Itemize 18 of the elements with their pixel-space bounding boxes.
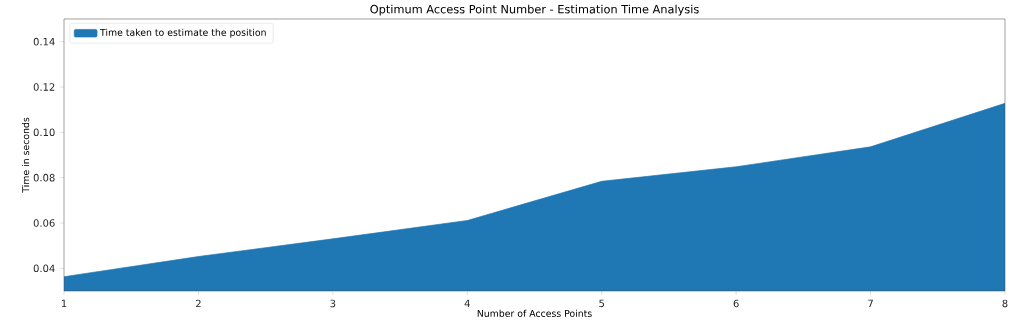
y-tick-label: 0.06 — [33, 219, 55, 227]
y-axis-title: Time in seconds — [21, 117, 30, 193]
x-tick-label: 6 — [733, 299, 739, 308]
x-tick-label: 2 — [195, 299, 201, 308]
y-tick-label: 0.14 — [33, 37, 55, 46]
x-tick-label: 5 — [599, 299, 605, 308]
x-tick-label: 4 — [464, 299, 470, 307]
legend-label: Time taken to estimate the position — [100, 28, 266, 38]
x-tick-label: 7 — [868, 299, 873, 307]
y-tick-label: 0.10 — [33, 128, 55, 137]
x-axis-title: Number of Access Points — [477, 309, 592, 317]
y-tick-label: 0.04 — [33, 264, 55, 273]
y-tick-label: 0.12 — [33, 83, 55, 91]
chart-title: Optimum Access Point Number - Estimation Time Analysis — [370, 4, 699, 16]
x-tick-label: 8 — [1002, 299, 1008, 308]
x-tick-label: 1 — [61, 299, 67, 307]
y-tick-label: 0.08 — [33, 173, 55, 182]
x-tick-label: 3 — [330, 299, 336, 308]
